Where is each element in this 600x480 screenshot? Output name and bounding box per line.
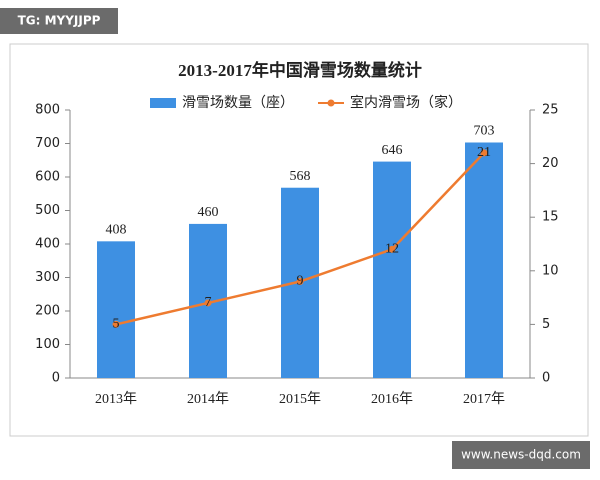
y2-tick-label: 25 [542, 103, 559, 118]
line-value-label: 9 [297, 274, 304, 289]
line-value-label: 7 [205, 295, 212, 310]
legend-label: 室内滑雪场（家） [350, 94, 462, 111]
bar [373, 161, 411, 378]
line-point [480, 149, 488, 157]
badge-bg [452, 441, 590, 469]
line-value-label: 12 [385, 242, 399, 257]
bar-value-label: 460 [198, 205, 219, 220]
y-tick-label: 700 [35, 136, 60, 151]
x-tick-label: 2017年 [463, 391, 505, 407]
y-tick-label: 200 [35, 304, 60, 319]
bar [97, 241, 135, 378]
y-tick-label: 300 [35, 270, 60, 285]
x-tick-label: 2013年 [95, 391, 137, 407]
legend-swatch [327, 99, 335, 107]
chart-title: 2013-2017年中国滑雪场数量统计 [178, 60, 422, 80]
line-value-label: 21 [477, 145, 491, 160]
bar [465, 142, 503, 378]
x-tick-label: 2014年 [187, 391, 229, 407]
badge-bg [0, 8, 118, 34]
badge-bottom: www.news-dqd.com [461, 448, 581, 462]
line-point [112, 320, 120, 328]
legend-label: 滑雪场数量（座） [182, 94, 294, 111]
line-point [204, 299, 212, 307]
y-tick-label: 100 [35, 337, 60, 352]
y2-tick-label: 10 [542, 263, 559, 278]
y-tick-label: 600 [35, 170, 60, 185]
y2-tick-label: 5 [542, 317, 550, 332]
y-tick-label: 500 [35, 203, 60, 218]
y2-tick-label: 0 [542, 371, 550, 386]
x-tick-label: 2015年 [279, 391, 321, 407]
y-tick-label: 400 [35, 237, 60, 252]
line-point [296, 278, 304, 286]
y2-tick-label: 20 [542, 156, 559, 171]
bar-value-label: 568 [290, 169, 311, 184]
bar-value-label: 703 [474, 124, 495, 139]
y-tick-label: 0 [52, 371, 60, 386]
bar-value-label: 646 [382, 143, 403, 158]
legend-swatch [150, 98, 176, 108]
line-point [388, 245, 396, 253]
y2-tick-label: 15 [542, 210, 559, 225]
line-value-label: 5 [113, 317, 120, 332]
x-tick-label: 2016年 [371, 391, 413, 407]
bar-value-label: 408 [106, 223, 127, 238]
badge-top: TG: MYYJJPP [18, 14, 101, 28]
y-tick-label: 800 [35, 103, 60, 118]
